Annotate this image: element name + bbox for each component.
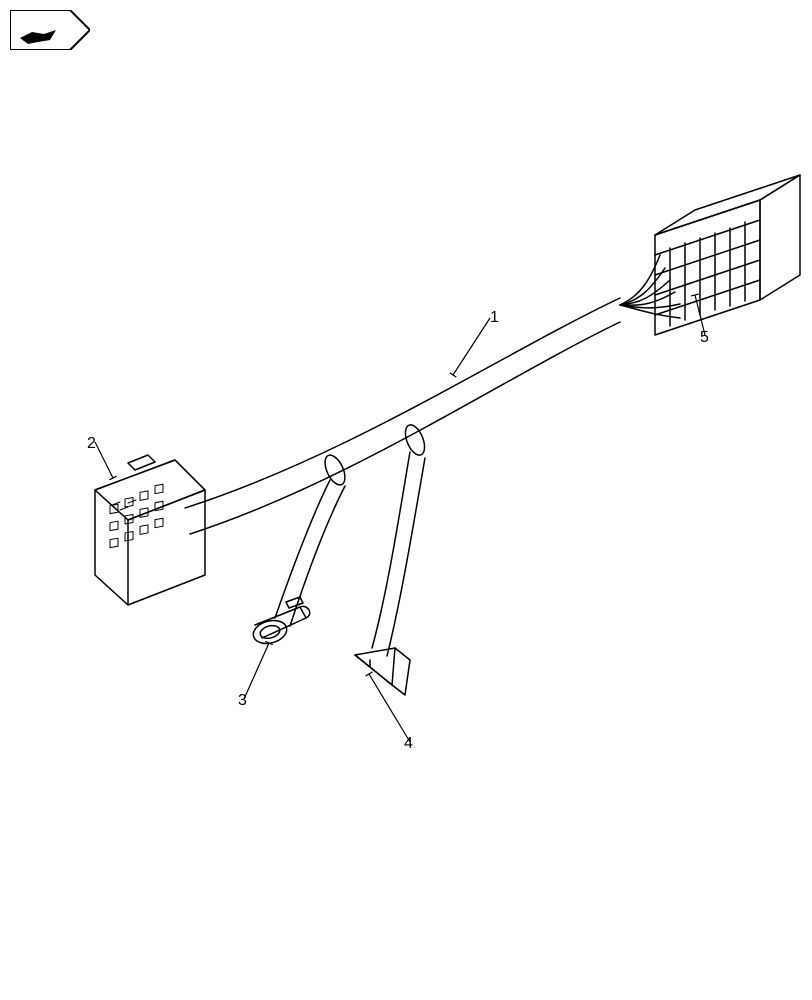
callout-label-1: 1 xyxy=(490,310,499,326)
callout-label-3: 3 xyxy=(238,693,247,709)
branch-to-3 xyxy=(275,480,345,626)
branch-to-4 xyxy=(372,452,425,656)
callout-leaders xyxy=(0,0,812,1000)
connector-4-body xyxy=(355,648,410,695)
main-cable xyxy=(185,298,620,534)
header-icon xyxy=(10,10,90,50)
callout-label-4: 4 xyxy=(404,736,413,752)
diagram-canvas: 1 2 3 4 5 xyxy=(0,0,812,1000)
connector-3-body xyxy=(251,597,310,647)
callout-label-2: 2 xyxy=(87,436,96,452)
connector-5-body xyxy=(620,175,800,335)
connector-2-body xyxy=(95,455,205,605)
harness-drawing xyxy=(0,0,812,1000)
callout-label-5: 5 xyxy=(700,330,709,346)
